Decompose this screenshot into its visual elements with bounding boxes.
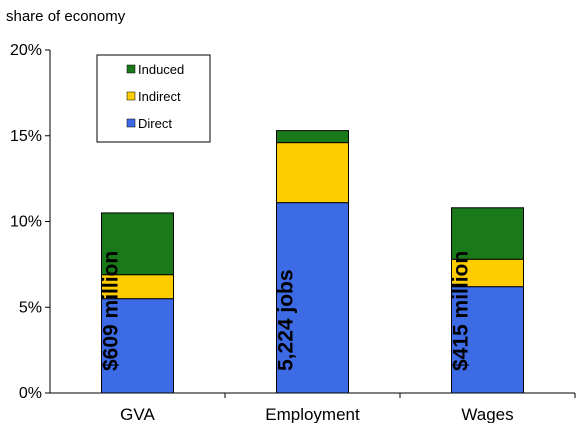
- x-tick-label: Employment: [265, 405, 360, 423]
- bar-indirect: [276, 142, 349, 204]
- bar-indirect: [451, 258, 524, 288]
- bar-indirect: [101, 274, 174, 300]
- y-tick-label: 5%: [19, 299, 42, 316]
- legend-swatch: [126, 118, 136, 128]
- bar-induced: [101, 212, 174, 276]
- bar-annotations: $609 million 5,224 jobs $415 million: [100, 251, 473, 371]
- legend: Induced Indirect Direct: [96, 54, 211, 143]
- legend-box: [96, 54, 211, 143]
- bar-annotation: 5,224 jobs: [275, 269, 298, 371]
- y-tick-label: 0%: [19, 385, 42, 402]
- y-tick-label: 20%: [10, 42, 42, 59]
- bar-annotation: $609 million: [100, 251, 123, 371]
- legend-swatch: [126, 91, 136, 101]
- bar-direct: [451, 286, 524, 394]
- legend-swatch: [126, 64, 136, 74]
- bar-induced: [276, 130, 349, 144]
- bar-direct: [276, 202, 349, 394]
- x-tick-label: Wages: [461, 405, 513, 423]
- bar-annotation: $415 million: [450, 251, 473, 371]
- legend-label: Indirect: [138, 89, 181, 104]
- x-tick-label: GVA: [120, 405, 155, 423]
- legend-label: Direct: [138, 116, 172, 131]
- legend-label: Induced: [138, 62, 184, 77]
- y-tick-label: 10%: [10, 214, 42, 231]
- axes: 0% 5% 10% 15% 20% GVA Employment Wages: [10, 42, 576, 423]
- bars: [101, 130, 524, 394]
- y-tick-label: 15%: [10, 128, 42, 145]
- y-axis-label: share of economy: [6, 8, 126, 25]
- bar-induced: [451, 207, 524, 260]
